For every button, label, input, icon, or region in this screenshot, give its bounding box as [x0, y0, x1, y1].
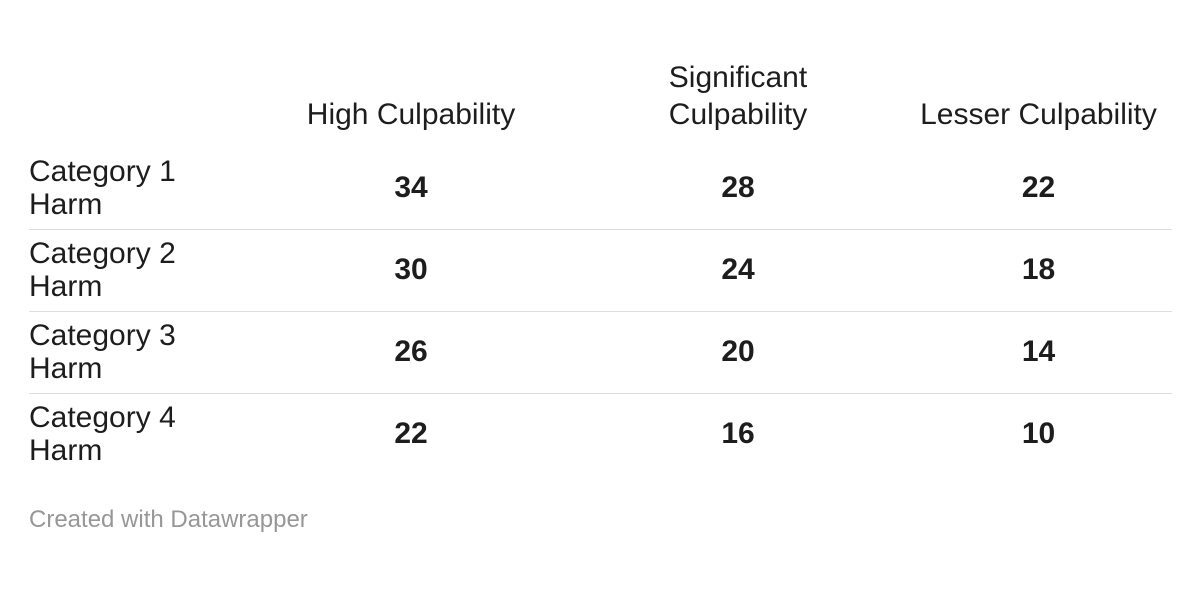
value-cell-cat1-significant: 28: [571, 147, 905, 230]
column-header-high-culpability: High Culpability: [306, 98, 516, 131]
value-cell-cat4-high: 22: [394, 417, 428, 451]
attribution: Created with Datawrapper: [29, 506, 1200, 534]
value-cell-cat3-significant: 20: [571, 311, 905, 394]
row-label-category-1-harm: Category 1 Harm: [29, 147, 251, 230]
value-cell-cat1-lesser: 22: [905, 147, 1172, 230]
table-row-category-3: Category 3 Harm 26 20 14: [29, 311, 1172, 394]
value-cell-cat3-lesser: 14: [905, 311, 1172, 394]
corner-cell: [29, 0, 251, 147]
value-cell-cat4-significant: 16: [721, 417, 755, 451]
value-cell-cat4-lesser: 10: [1021, 417, 1056, 451]
value-cell-cat2-high: 30: [251, 229, 571, 312]
column-header-significant-culpability: Significant Culpability: [668, 61, 808, 131]
table-row-category-4: Category 4 Harm 22 16 10: [29, 393, 1172, 475]
value-cell-cat2-lesser: 18: [905, 229, 1172, 312]
table-row-category-1: Category 1 Harm 34 28 22: [29, 147, 1172, 230]
row-label-category-4-harm: Category 4 Harm: [29, 401, 176, 468]
header-row: High Culpability Significant Culpability…: [29, 0, 1172, 147]
table-row-category-2: Category 2 Harm 30 24 18: [29, 229, 1172, 312]
row-label-category-2-harm: Category 2 Harm: [29, 229, 251, 312]
row-label-category-3-harm: Category 3 Harm: [29, 311, 251, 394]
datawrapper-credit-link[interactable]: Created with Datawrapper: [29, 506, 308, 533]
culpability-harm-table: High Culpability Significant Culpability…: [29, 0, 1172, 475]
value-cell-cat2-significant: 24: [571, 229, 905, 312]
value-cell-cat1-high: 34: [251, 147, 571, 230]
value-cell-cat3-high: 26: [251, 311, 571, 394]
column-header-lesser-culpability: Lesser Culpability: [920, 98, 1157, 131]
